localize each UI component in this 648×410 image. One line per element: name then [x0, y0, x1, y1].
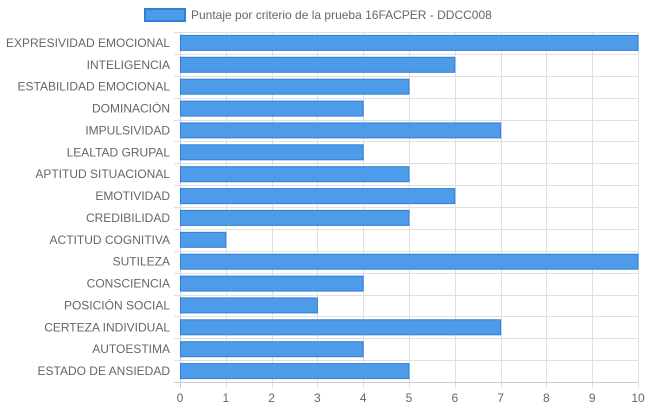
x-tick-label: 0: [177, 391, 184, 405]
bar-estado-de-ansiedad[interactable]: [180, 363, 410, 380]
category-label: APTITUD SITUACIONAL: [35, 167, 170, 181]
x-tick-label: 8: [543, 391, 550, 405]
x-tick-label: 7: [497, 391, 504, 405]
category-label: EXPRESIVIDAD EMOCIONAL: [6, 36, 170, 50]
bar-dominación[interactable]: [180, 100, 364, 117]
legend-swatch: [144, 8, 186, 22]
bar-inteligencia[interactable]: [180, 56, 456, 73]
bar-credibilidad[interactable]: [180, 209, 410, 226]
x-tick-label: 2: [268, 391, 275, 405]
category-label: ESTABILIDAD EMOCIONAL: [18, 80, 171, 94]
bars: [180, 34, 639, 380]
legend-label: Puntaje por criterio de la prueba 16FACP…: [191, 8, 492, 22]
bar-consciencia[interactable]: [180, 275, 364, 292]
bar-estabilidad-emocional[interactable]: [180, 78, 410, 95]
bar-autoestima[interactable]: [180, 341, 364, 358]
category-label: LEALTAD GRUPAL: [67, 145, 171, 159]
bar-lealtad-grupal[interactable]: [180, 144, 364, 161]
category-label: CREDIBILIDAD: [86, 211, 170, 225]
category-label: ESTADO DE ANSIEDAD: [38, 364, 171, 378]
legend[interactable]: Puntaje por criterio de la prueba 16FACP…: [144, 8, 492, 22]
category-label: IMPULSIVIDAD: [85, 123, 170, 137]
x-tick-label: 3: [314, 391, 321, 405]
category-label: POSICIÓN SOCIAL: [64, 297, 170, 312]
bar-posición-social[interactable]: [180, 297, 318, 314]
category-label: ACTITUD COGNITIVA: [50, 233, 170, 247]
category-label: CERTEZA INDIVIDUAL: [44, 320, 170, 334]
bar-actitud-cognitiva[interactable]: [180, 231, 227, 248]
category-label: EMOTIVIDAD: [95, 189, 170, 203]
bar-emotividad[interactable]: [180, 188, 456, 205]
x-tick-label: 9: [589, 391, 596, 405]
x-tick-label: 5: [406, 391, 413, 405]
bar-aptitud-situacional[interactable]: [180, 166, 410, 183]
category-label: DOMINACIÓN: [92, 101, 170, 116]
bar-impulsividad[interactable]: [180, 122, 502, 139]
category-label: INTELIGENCIA: [87, 58, 170, 72]
category-label: SUTILEZA: [113, 255, 170, 269]
x-tick-label: 6: [451, 391, 458, 405]
category-label: AUTOESTIMA: [92, 342, 170, 356]
category-labels: EXPRESIVIDAD EMOCIONAL INTELIGENCIA ESTABI…: [6, 36, 170, 378]
bar-certeza-individual[interactable]: [180, 319, 502, 336]
x-tick-label: 1: [222, 391, 229, 405]
x-tick-label: 4: [360, 391, 367, 405]
bar-expresividad-emocional[interactable]: [180, 34, 639, 51]
x-tick-label: 10: [631, 391, 645, 405]
bar-sutileza[interactable]: [180, 253, 639, 270]
x-axis-ticks: 0 1 2 3 4 5 6 7 8 9 10: [177, 391, 645, 405]
category-label: CONSCIENCIA: [87, 277, 170, 291]
